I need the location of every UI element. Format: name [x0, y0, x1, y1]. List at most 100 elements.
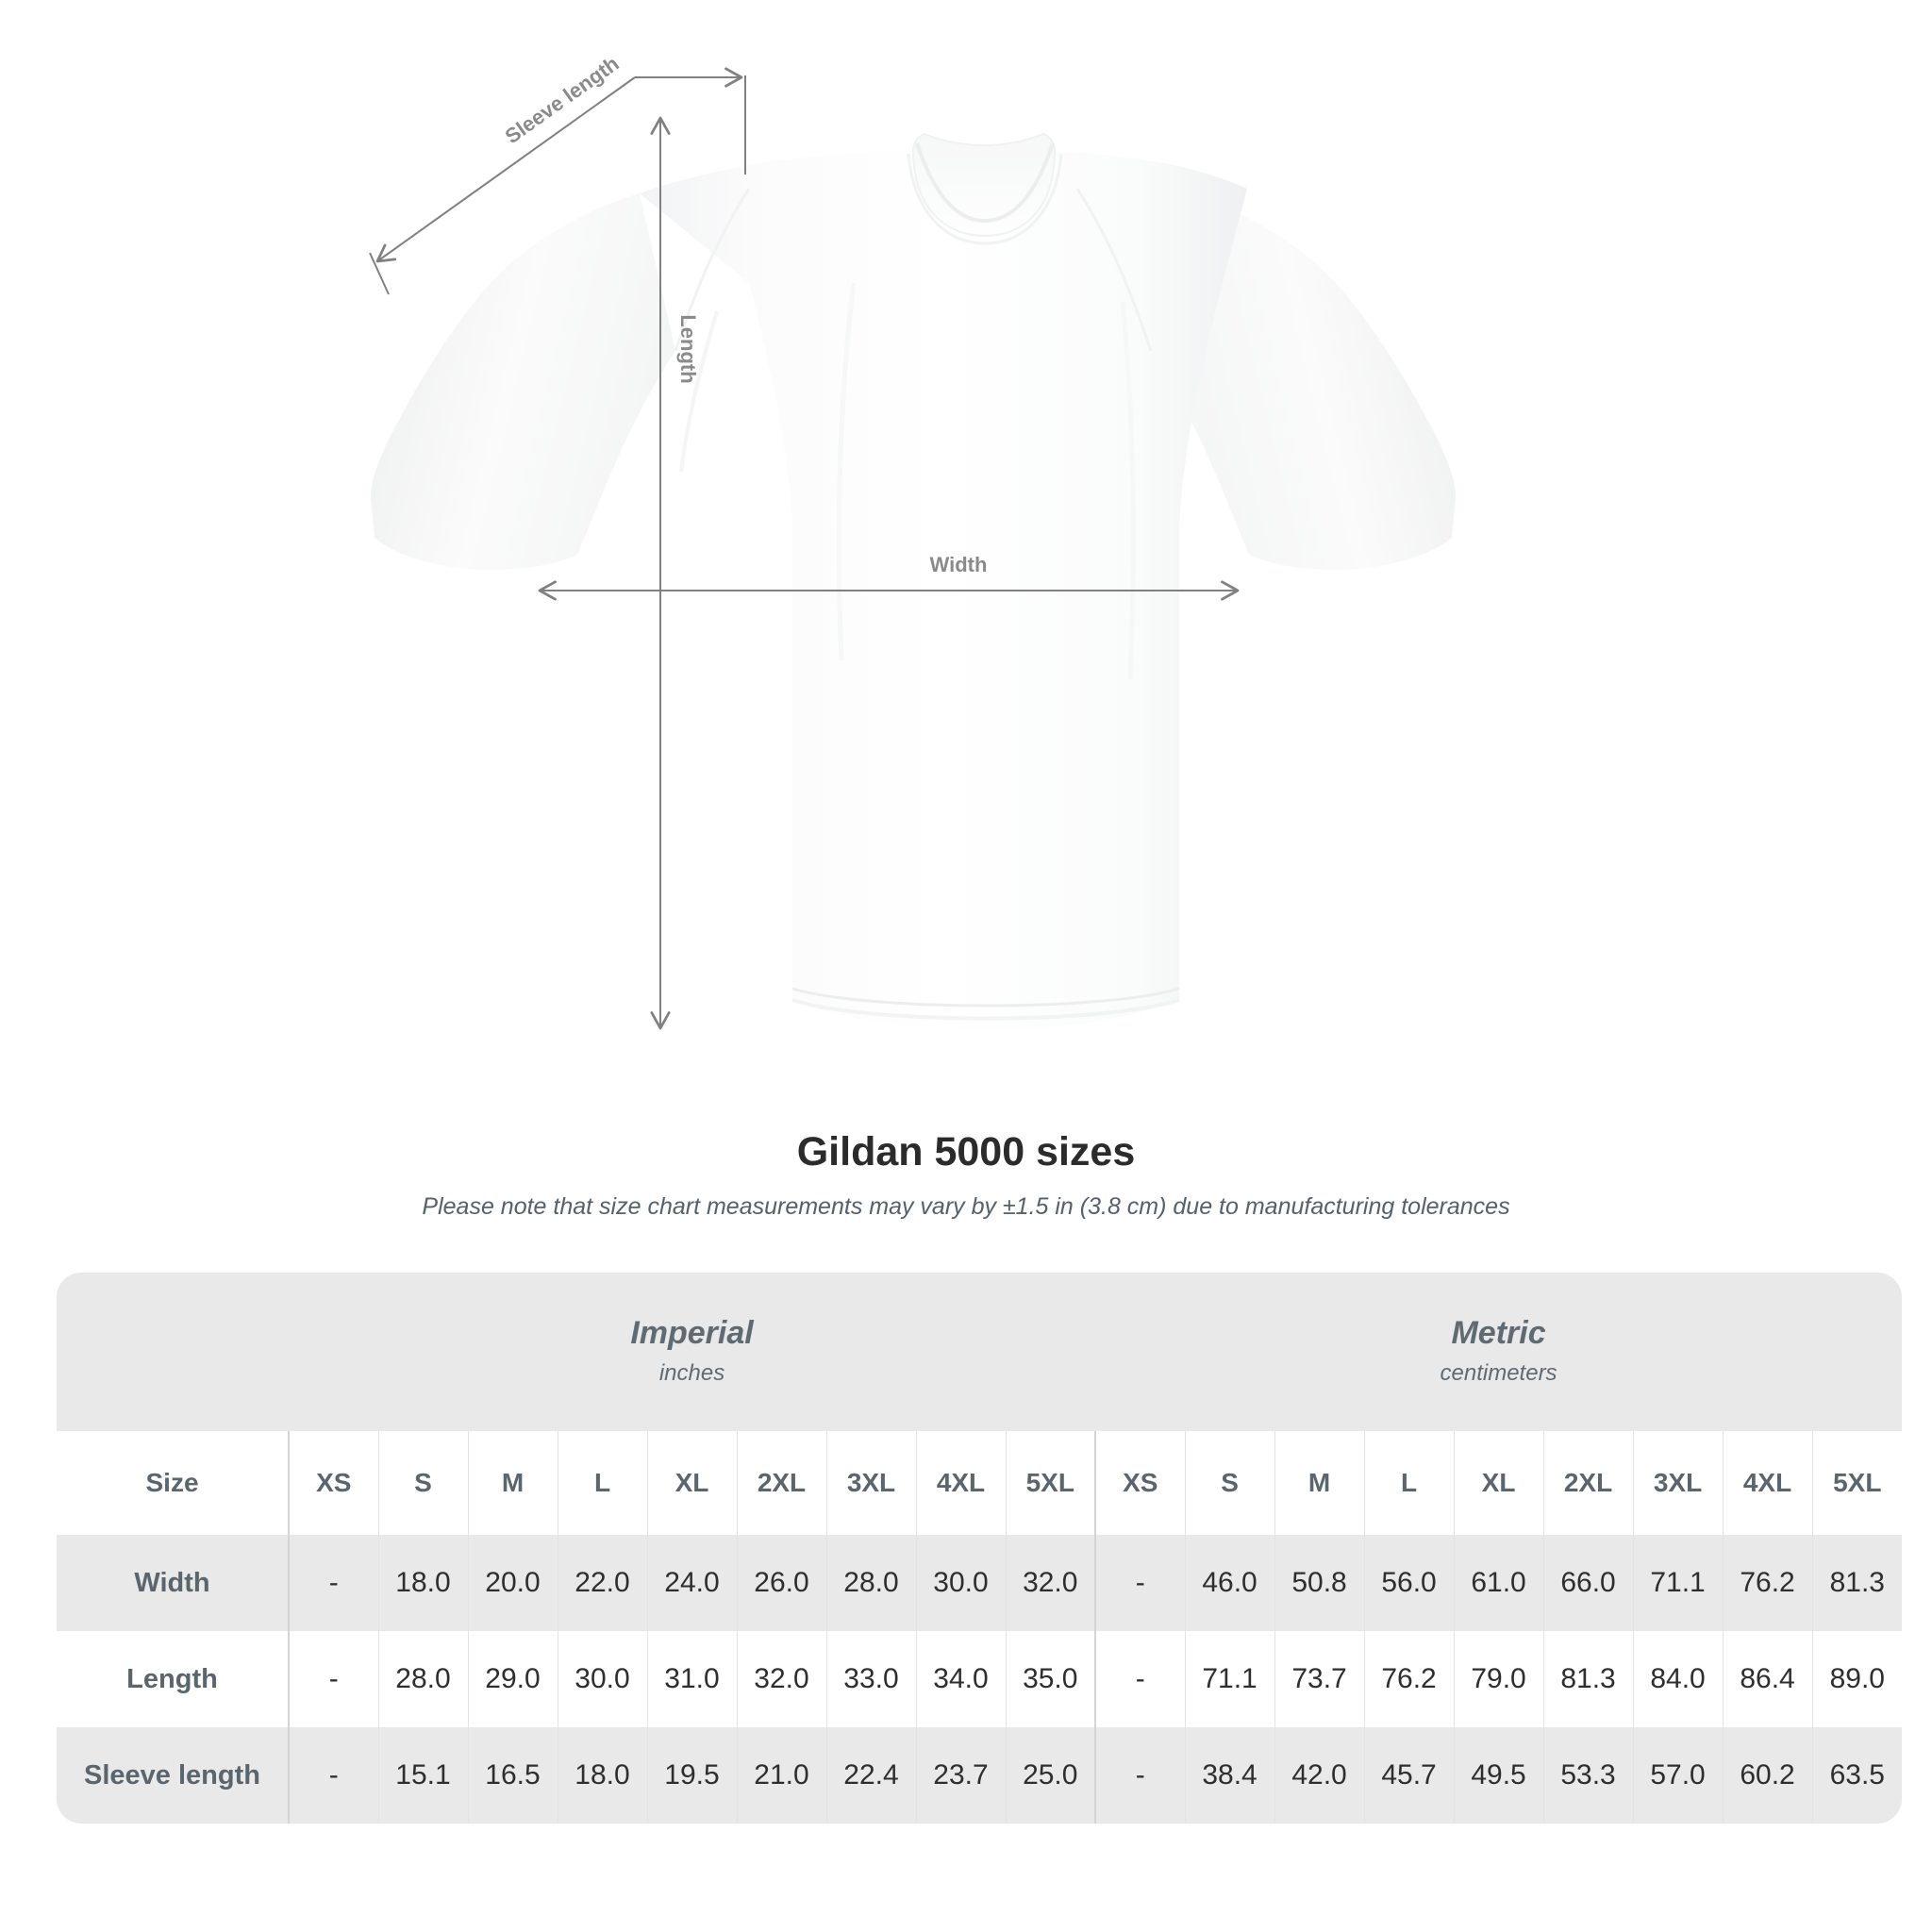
unit-header-imperial: Imperial inches — [289, 1273, 1096, 1431]
cell-metric-xs: - — [1094, 1535, 1186, 1631]
table-row: Width -18.0 20.0 22.0 24.0 26.0 28.0 30.0 32.0-4… — [57, 1535, 1903, 1631]
cell-metric-xl: 79.0 — [1453, 1631, 1544, 1727]
cell-metric-l: 45.7 — [1363, 1727, 1455, 1824]
size-header-metric-xs: XS — [1094, 1431, 1186, 1535]
cell-metric-5xl: 63.5 — [1811, 1727, 1903, 1824]
cell-imperial-5xl: 25.0 — [1005, 1727, 1096, 1824]
size-header-imperial-4xl: 4XL — [915, 1431, 1006, 1535]
cell-metric-2xl: 53.3 — [1542, 1727, 1634, 1824]
cell-metric-2xl: 66.0 — [1542, 1535, 1634, 1631]
size-header-imperial-3xl: 3XL — [825, 1431, 916, 1535]
size-header-metric-l: L — [1363, 1431, 1455, 1535]
shoulder-seams — [674, 188, 1153, 352]
size-label-header: Size — [57, 1431, 289, 1535]
row-label-width: Width — [57, 1535, 289, 1631]
cell-metric-xs: - — [1094, 1631, 1186, 1727]
cell-metric-4xl: 60.2 — [1722, 1727, 1813, 1824]
size-header-metric-2xl: 2XL — [1542, 1431, 1634, 1535]
cell-metric-3xl: 84.0 — [1632, 1631, 1724, 1727]
cell-metric-s: 71.1 — [1184, 1631, 1275, 1727]
cell-imperial-4xl: 30.0 — [915, 1535, 1006, 1631]
cell-imperial-m: 16.5 — [467, 1727, 558, 1824]
page-title: Gildan 5000 sizes — [796, 1129, 1136, 1174]
cell-metric-4xl: 86.4 — [1722, 1631, 1813, 1727]
length-label: Length — [676, 314, 700, 383]
unit-name: Imperial — [630, 1315, 754, 1351]
size-header-metric-s: S — [1184, 1431, 1275, 1535]
shirt-left-sleeve — [370, 193, 675, 570]
cell-imperial-3xl: 28.0 — [825, 1535, 916, 1631]
cell-imperial-3xl: 33.0 — [825, 1631, 916, 1727]
size-header-imperial-2xl: 2XL — [736, 1431, 826, 1535]
cell-imperial-xs: - — [288, 1535, 378, 1631]
cell-metric-m: 42.0 — [1274, 1727, 1365, 1824]
size-header-metric-5xl: 5XL — [1811, 1431, 1903, 1535]
cell-imperial-4xl: 23.7 — [915, 1727, 1006, 1824]
cell-imperial-xl: 19.5 — [646, 1727, 737, 1824]
unit-header-row: Imperial inches Metric centimeters — [57, 1273, 1903, 1431]
cell-metric-5xl: 81.3 — [1811, 1535, 1903, 1631]
tshirt-illustration: Sleeve length Length Width — [369, 52, 1457, 1030]
size-header-imperial-m: M — [467, 1431, 558, 1535]
cell-metric-l: 76.2 — [1363, 1631, 1455, 1727]
row-label-length: Length — [57, 1631, 289, 1727]
cell-imperial-xl: 31.0 — [646, 1631, 737, 1727]
cell-imperial-xs: - — [288, 1631, 378, 1727]
cell-imperial-2xl: 21.0 — [736, 1727, 826, 1824]
tshirt-diagram: Sleeve length Length Width — [369, 52, 1457, 1030]
cell-imperial-s: 18.0 — [377, 1535, 468, 1631]
shirt-collar — [907, 132, 1063, 245]
cell-imperial-3xl: 22.4 — [825, 1727, 916, 1824]
cell-imperial-l: 30.0 — [557, 1631, 647, 1727]
cell-imperial-l: 18.0 — [557, 1727, 647, 1824]
cell-imperial-s: 15.1 — [377, 1727, 468, 1824]
cell-metric-3xl: 57.0 — [1632, 1727, 1724, 1824]
size-header-imperial-xs: XS — [288, 1431, 378, 1535]
cell-imperial-xl: 24.0 — [646, 1535, 737, 1631]
size-header-imperial-xl: XL — [646, 1431, 737, 1535]
cell-metric-4xl: 76.2 — [1722, 1535, 1813, 1631]
cell-imperial-s: 28.0 — [377, 1631, 468, 1727]
cell-imperial-m: 20.0 — [467, 1535, 558, 1631]
cell-metric-l: 56.0 — [1363, 1535, 1455, 1631]
size-chart-table-wrapper: Imperial inches Metric centimeters Size XS S M L… — [57, 1273, 1903, 1824]
size-header-row: Size XS S M L XL 2XL 3XL 4XL 5XL XS S M L XL 2XL 3XL 4XL 5… — [57, 1431, 1903, 1535]
cell-metric-xs: - — [1094, 1727, 1186, 1824]
width-dimension: Width — [538, 553, 1240, 601]
size-header-imperial-l: L — [557, 1431, 647, 1535]
cell-metric-3xl: 71.1 — [1632, 1535, 1724, 1631]
size-header-metric-xl: XL — [1453, 1431, 1544, 1535]
cell-imperial-4xl: 34.0 — [915, 1631, 1006, 1727]
unit-subtitle: centimeters — [1440, 1360, 1557, 1386]
cell-metric-xl: 49.5 — [1453, 1727, 1544, 1824]
page-subtitle: Please note that size chart measurements… — [422, 1193, 1510, 1220]
size-header-imperial-5xl: 5XL — [1005, 1431, 1096, 1535]
unit-name: Metric — [1451, 1315, 1546, 1351]
cell-imperial-xs: - — [288, 1727, 378, 1824]
size-header-metric-3xl: 3XL — [1632, 1431, 1724, 1535]
row-label-sleeve-length: Sleeve length — [57, 1727, 289, 1824]
cell-imperial-2xl: 26.0 — [736, 1535, 826, 1631]
cell-metric-5xl: 89.0 — [1811, 1631, 1903, 1727]
size-chart-table: Imperial inches Metric centimeters Size XS S M L… — [57, 1273, 1903, 1824]
cell-imperial-5xl: 35.0 — [1005, 1631, 1096, 1727]
size-header-imperial-s: S — [377, 1431, 468, 1535]
cell-metric-xl: 61.0 — [1453, 1535, 1544, 1631]
cell-metric-m: 50.8 — [1274, 1535, 1365, 1631]
table-row: Length -28.0 29.0 30.0 31.0 32.0 33.0 34.0 35.0-… — [57, 1631, 1903, 1727]
unit-header-metric: Metric centimeters — [1095, 1273, 1903, 1431]
cell-metric-s: 46.0 — [1184, 1535, 1275, 1631]
cell-imperial-2xl: 32.0 — [736, 1631, 826, 1727]
size-header-metric-4xl: 4XL — [1722, 1431, 1813, 1535]
cell-imperial-l: 22.0 — [557, 1535, 647, 1631]
cell-metric-s: 38.4 — [1184, 1727, 1275, 1824]
shirt-right-sleeve — [1151, 193, 1457, 570]
size-header-metric-m: M — [1274, 1431, 1365, 1535]
table-corner-cell — [57, 1273, 289, 1431]
table-row: Sleeve length -15.1 16.5 18.0 19.5 21.0 22.4 23… — [57, 1727, 1903, 1824]
title-block: Gildan 5000 sizes Please note that size … — [0, 1127, 1932, 1222]
cell-metric-m: 73.7 — [1274, 1631, 1365, 1727]
cell-imperial-5xl: 32.0 — [1005, 1535, 1096, 1631]
cell-metric-2xl: 81.3 — [1542, 1631, 1634, 1727]
length-dimension: Length — [650, 116, 700, 1030]
